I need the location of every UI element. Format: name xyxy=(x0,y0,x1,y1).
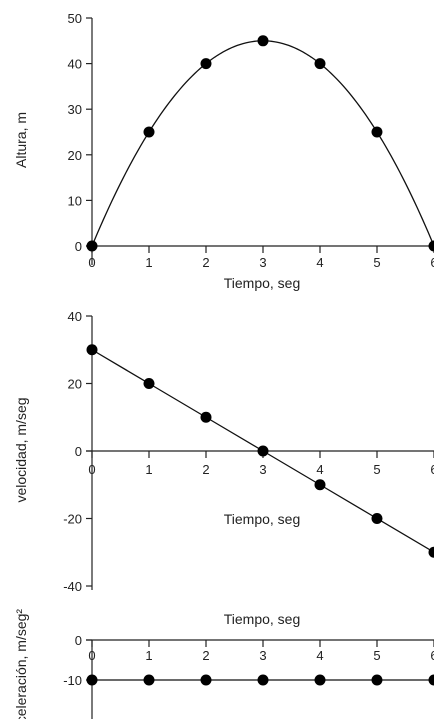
data-point xyxy=(257,674,269,686)
x-tick-label: 0 xyxy=(88,648,95,663)
x-tick-label: 2 xyxy=(202,648,209,663)
data-point xyxy=(143,674,155,686)
x-tick-label: 5 xyxy=(373,462,380,477)
y-axis-label: velocidad, m/seg xyxy=(13,397,29,502)
x-tick-label: 0 xyxy=(88,255,95,270)
x-tick-label: 1 xyxy=(145,255,152,270)
x-tick-label: 2 xyxy=(202,462,209,477)
y-tick-label: 20 xyxy=(68,148,82,163)
data-point xyxy=(143,126,155,138)
series-line xyxy=(91,40,434,247)
y-tick-label: 50 xyxy=(68,11,82,26)
data-point xyxy=(200,411,212,423)
data-point xyxy=(314,479,326,491)
data-point xyxy=(86,674,98,686)
data-point xyxy=(428,240,434,252)
y-tick-label: 30 xyxy=(68,102,82,117)
data-point xyxy=(86,344,98,356)
y-tick-label: 0 xyxy=(75,633,82,648)
y-tick-label: 0 xyxy=(75,444,82,459)
x-tick-label: 4 xyxy=(316,648,323,663)
x-axis-label: Tiempo, seg xyxy=(224,611,301,627)
y-tick-label: -10 xyxy=(63,673,82,688)
x-tick-label: 5 xyxy=(373,255,380,270)
x-tick-label: 3 xyxy=(259,255,266,270)
data-point xyxy=(143,378,155,389)
x-tick-label: 4 xyxy=(316,462,323,477)
data-point xyxy=(257,35,269,47)
y-tick-label: -40 xyxy=(63,579,82,594)
altura-chart: 0 10 20 30 40 50 0 1 2 3 4 5 6 Tiempo, seg Altura, m xyxy=(13,11,434,291)
x-tick-label: 0 xyxy=(88,462,95,477)
data-point xyxy=(371,126,383,138)
y-tick-label: 10 xyxy=(68,193,82,208)
data-point xyxy=(314,58,326,70)
x-tick-label: 4 xyxy=(316,255,323,270)
data-point xyxy=(200,674,212,686)
data-point xyxy=(314,674,326,686)
data-point xyxy=(371,674,383,686)
x-tick-label: 5 xyxy=(373,648,380,663)
x-tick-label: 2 xyxy=(202,255,209,270)
y-tick-label: 20 xyxy=(68,377,82,392)
x-tick-label: 6 xyxy=(430,255,434,270)
x-tick-label: 6 xyxy=(430,462,434,477)
x-tick-label: 1 xyxy=(145,462,152,477)
x-tick-label: 6 xyxy=(430,648,434,663)
x-tick-label: 1 xyxy=(145,648,152,663)
y-axis-label: aceleración, m/seg² xyxy=(13,609,29,719)
data-point xyxy=(428,546,434,558)
y-axis-label: Altura, m xyxy=(13,112,29,168)
x-axis-label: Tiempo, seg xyxy=(224,275,301,291)
y-tick-label: -20 xyxy=(63,512,82,527)
y-tick-label: 0 xyxy=(75,239,82,254)
x-tick-label: 3 xyxy=(259,648,266,663)
x-axis-label: Tiempo, seg xyxy=(224,511,301,527)
data-point xyxy=(86,240,98,252)
y-tick-label: 40 xyxy=(68,57,82,72)
data-point xyxy=(200,58,212,70)
velocidad-chart: -40 -20 0 20 40 0 1 2 3 4 5 6 Tiempo, seg velocidad, … xyxy=(13,309,434,594)
y-tick-label: 40 xyxy=(68,309,82,324)
data-point xyxy=(371,513,383,524)
aceleracion-chart: -10 00 1 2 3 4 5 6 Tiempo, seg aceleración, m/seg… xyxy=(13,609,434,719)
x-tick-label: 3 xyxy=(259,462,266,477)
data-point xyxy=(428,674,434,686)
data-point xyxy=(257,445,269,457)
